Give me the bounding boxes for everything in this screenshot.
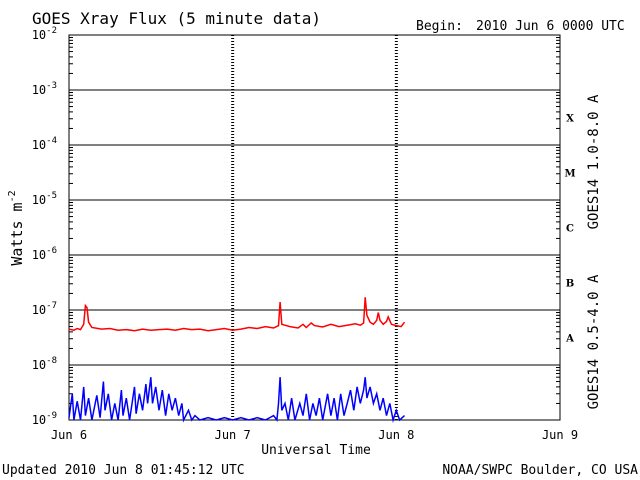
- series-label-blue: GOES14 0.5-4.0 A: [586, 274, 602, 409]
- y-tick-base: 10: [32, 83, 46, 97]
- updated-timestamp: Updated 2010 Jun 8 01:45:12 UTC: [2, 463, 245, 478]
- begin-value: 2010 Jun 6 0000 UTC: [476, 19, 625, 34]
- flare-class-label: M: [564, 169, 575, 180]
- y-tick-label: 10-3: [32, 81, 57, 97]
- y-tick-base: 10: [32, 303, 46, 317]
- y-tick-exponent: -3: [46, 81, 57, 91]
- y-axis-label-exp: -2: [7, 190, 18, 202]
- y-tick-base: 10: [32, 138, 46, 152]
- y-tick-exponent: -9: [46, 411, 57, 421]
- series-label-red: GOES14 1.0-8.0 A: [586, 94, 602, 229]
- x-axis-label: Universal Time: [261, 443, 371, 458]
- plot-frame: [68, 34, 561, 421]
- y-tick-exponent: -2: [46, 26, 57, 36]
- y-tick-label: 10-4: [32, 136, 57, 152]
- y-tick-base: 10: [32, 28, 46, 42]
- y-tick-exponent: -6: [46, 246, 57, 256]
- y-tick-base: 10: [32, 193, 46, 207]
- flare-class-label: A: [565, 334, 574, 345]
- y-tick-exponent: -8: [46, 356, 57, 366]
- x-tick-label: Jun 6: [51, 428, 87, 442]
- begin-label: Begin:: [416, 19, 463, 34]
- y-axis-label-base: Watts m: [8, 202, 26, 265]
- flare-class-label: B: [566, 279, 574, 290]
- x-tick-label: Jun 9: [542, 428, 578, 442]
- y-tick-base: 10: [32, 248, 46, 262]
- y-tick-label: 10-8: [32, 356, 57, 372]
- y-tick-label: 10-2: [32, 26, 57, 42]
- credit-text: NOAA/SWPC Boulder, CO USA: [442, 463, 638, 478]
- y-tick-exponent: -4: [46, 136, 57, 146]
- y-tick-label: 10-6: [32, 246, 57, 262]
- flare-class-labels: X M C B A: [564, 114, 575, 345]
- x-tick-labels: Jun 6 Jun 7 Jun 8 Jun 9: [51, 428, 578, 442]
- series-line: [68, 377, 406, 423]
- chart-title: GOES Xray Flux (5 minute data): [32, 9, 321, 28]
- y-tick-exponent: -5: [46, 191, 57, 201]
- y-tick-labels: 10-210-310-410-510-610-710-810-9: [32, 26, 57, 427]
- y-tick-base: 10: [32, 413, 46, 427]
- x-tick-label: Jun 7: [215, 428, 251, 442]
- x-tick-label: Jun 8: [378, 428, 414, 442]
- y-tick-base: 10: [32, 358, 46, 372]
- series-line: [68, 297, 406, 332]
- grid-layer: [69, 35, 560, 420]
- series-layer: [68, 297, 406, 423]
- flare-class-label: C: [566, 224, 574, 235]
- y-tick-label: 10-7: [32, 301, 57, 317]
- y-tick-label: 10-9: [32, 411, 57, 427]
- y-axis-label: Watts m-2: [7, 190, 26, 265]
- y-tick-exponent: -7: [46, 301, 57, 311]
- flare-class-label: X: [566, 114, 574, 125]
- y-tick-label: 10-5: [32, 191, 57, 207]
